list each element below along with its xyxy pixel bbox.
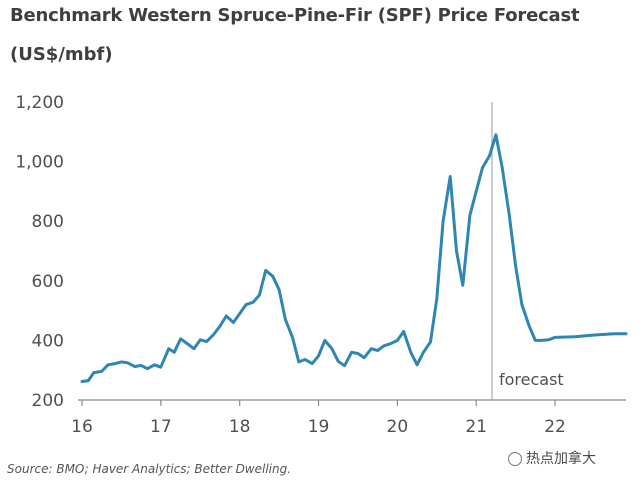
chart-title: Benchmark Western Spruce-Pine-Fir (SPF) … [10,5,580,26]
y-tick-label: 600 [32,272,64,292]
y-tick-label: 400 [32,331,64,351]
watermark: 热点加拿大 [508,448,596,468]
x-tick-label: 22 [544,417,566,437]
x-tick-label: 21 [465,417,487,437]
y-tick-label: 200 [32,391,64,411]
y-tick-label: 1,200 [15,93,64,113]
watermark-text: 热点加拿大 [526,451,596,467]
wechat-circle-icon [508,452,522,466]
y-tick-label: 1,000 [15,153,64,173]
x-tick-label: 16 [71,417,93,437]
forecast-label: forecast [499,370,564,389]
x-tick-label: 18 [229,417,251,437]
x-tick-label: 17 [150,417,172,437]
spf-price-line [80,133,628,383]
x-tick-label: 20 [387,417,409,437]
y-axis-unit-label: (US$/mbf) [10,44,113,65]
y-tick-label: 800 [32,212,64,232]
x-tick-label: 19 [308,417,330,437]
source-note: Source: BMO; Haver Analytics; Better Dwe… [7,462,292,476]
